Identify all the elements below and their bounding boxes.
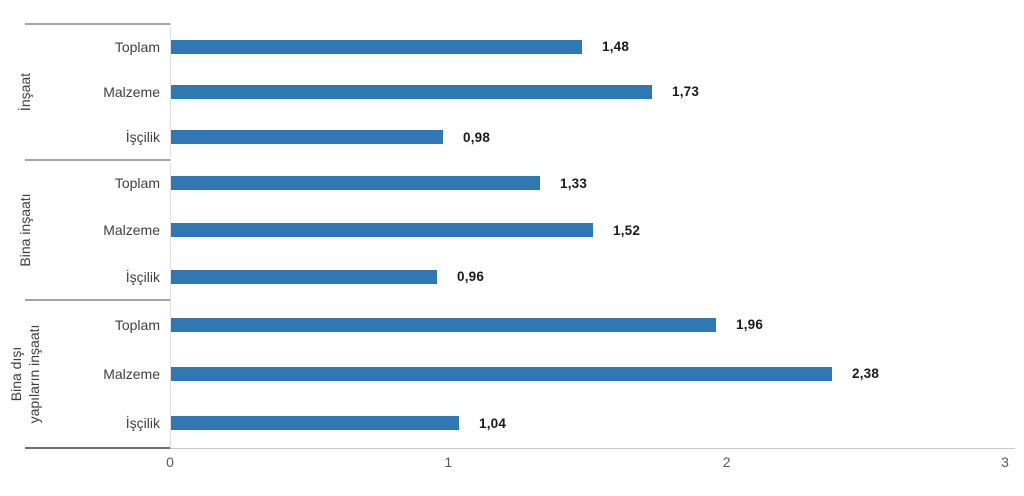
bar [170, 176, 540, 191]
bar [170, 84, 652, 99]
x-axis-line [170, 448, 1015, 449]
bar-row: İşçilik 0,96 [50, 253, 1024, 300]
bar [170, 269, 437, 284]
group-label: İnşaat [16, 72, 33, 112]
category-label: İşçilik [125, 415, 160, 432]
category-label: Malzeme [103, 222, 160, 238]
value-label: 2,38 [852, 366, 880, 382]
bar [170, 39, 582, 54]
group-divider [25, 23, 170, 25]
value-label: 1,96 [736, 317, 764, 333]
category-label: Malzeme [103, 83, 160, 100]
x-tick-label: 0 [166, 454, 174, 470]
category-label: Toplam [114, 175, 160, 192]
category-label: Toplam [114, 38, 160, 55]
group-label: Bina inşaatı [16, 193, 33, 267]
value-label: 1,04 [479, 415, 507, 431]
bar-row: Malzeme 1,73 [50, 69, 1024, 114]
category-label: Malzeme [103, 365, 160, 382]
value-label: 0,96 [457, 269, 485, 285]
category-group-3: Bina dışı yapıların inşaatı Toplam 1,96 Mal… [0, 299, 1024, 449]
bar-row: İşçilik 0,98 [50, 115, 1024, 160]
value-label: 1,52 [613, 222, 641, 238]
y-axis-line [170, 24, 171, 448]
value-label: 0,98 [463, 129, 491, 145]
bar [170, 317, 716, 332]
plot-area: İnşaat Toplam 1,48 Malzeme 1,73 İşçilik 0,98 Bi… [0, 23, 1024, 449]
group-label: Bina dışı yapıların inşaatı [7, 324, 42, 424]
bar-row: Malzeme 2,38 [50, 349, 1024, 398]
category-label: İşçilik [125, 129, 160, 146]
bar-row: Toplam 1,33 [50, 160, 1024, 207]
bar-row: Malzeme 1,52 [50, 207, 1024, 254]
category-label: Toplam [114, 316, 160, 333]
bar [170, 130, 443, 145]
value-label: 1,73 [672, 84, 700, 100]
x-tick-label: 3 [1001, 454, 1009, 470]
x-tick-label: 1 [444, 454, 453, 470]
category-group-2: Bina inşaatı Toplam 1,33 Malzeme 1,52 İşçilik… [0, 159, 1024, 300]
group-divider [25, 447, 170, 449]
bar [170, 366, 832, 381]
group-divider [25, 299, 170, 301]
value-label: 1,48 [602, 39, 630, 55]
bar-row: Toplam 1,48 [50, 24, 1024, 69]
x-tick-label: 2 [722, 454, 731, 470]
group-divider [25, 159, 170, 161]
bar [170, 416, 459, 431]
value-label: 1,33 [560, 175, 588, 191]
category-label: İşçilik [125, 268, 160, 285]
bar-row: İşçilik 1,04 [50, 399, 1024, 448]
bar [170, 223, 593, 237]
bar-row: Toplam 1,96 [50, 300, 1024, 349]
category-group-1: İnşaat Toplam 1,48 Malzeme 1,73 İşçilik 0,98 [0, 23, 1024, 160]
